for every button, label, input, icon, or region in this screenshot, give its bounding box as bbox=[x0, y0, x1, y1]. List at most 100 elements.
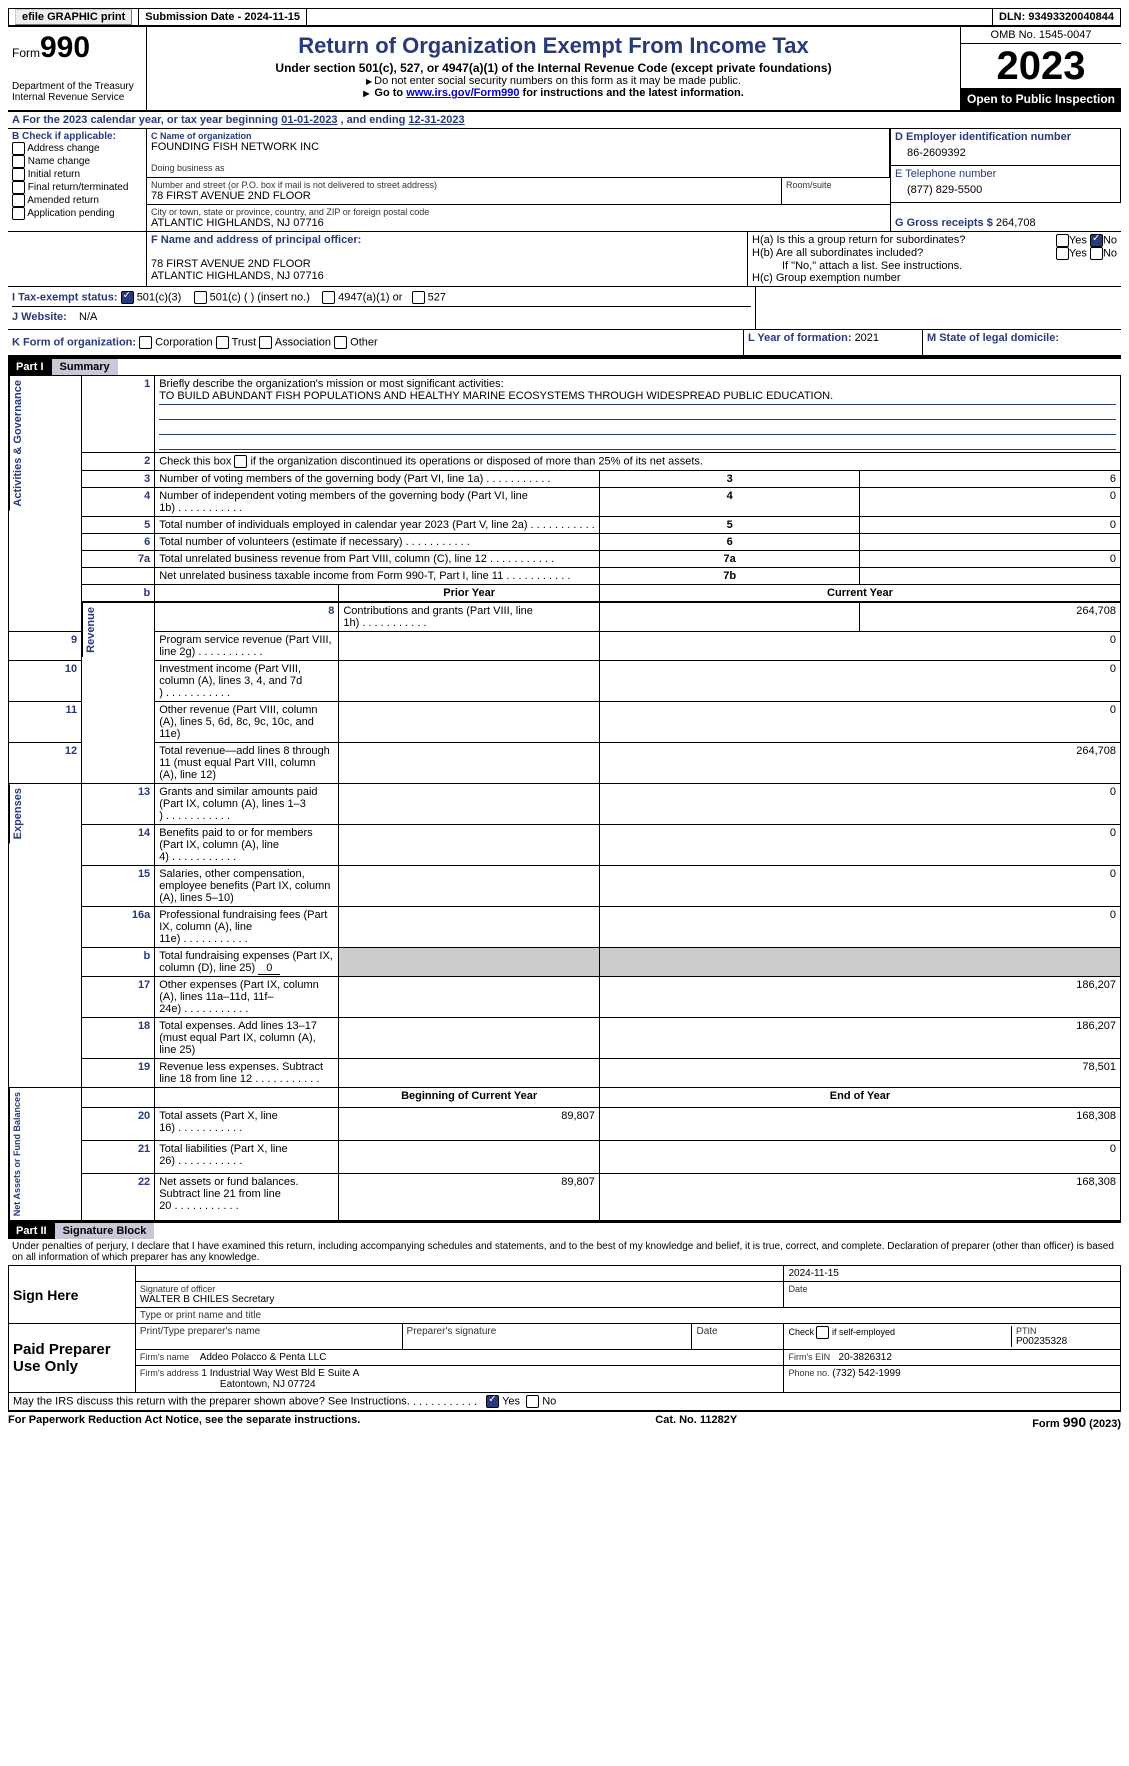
mission-text: TO BUILD ABUNDANT FISH POPULATIONS AND H… bbox=[159, 390, 1116, 405]
k-corp[interactable] bbox=[139, 336, 152, 349]
website: N/A bbox=[79, 311, 97, 323]
irs-link[interactable]: www.irs.gov/Form990 bbox=[406, 87, 519, 99]
efile-print: efile GRAPHIC print bbox=[9, 9, 139, 25]
checkbox-amended[interactable] bbox=[12, 194, 25, 207]
discuss-yes[interactable] bbox=[486, 1395, 499, 1408]
department: Department of the Treasury Internal Reve… bbox=[12, 81, 142, 103]
part-1: Part ISummary bbox=[8, 357, 1121, 375]
section-k: K Form of organization: Corporation Trus… bbox=[8, 330, 744, 355]
vlabel-net-assets: Net Assets or Fund Balances bbox=[9, 1088, 24, 1220]
org-name: FOUNDING FISH NETWORK INC bbox=[151, 141, 885, 153]
section-l: L Year of formation: 2021 bbox=[744, 330, 923, 355]
i-4947[interactable] bbox=[322, 291, 335, 304]
footer-right: Form 990 (2023) bbox=[1032, 1414, 1121, 1430]
city-address: ATLANTIC HIGHLANDS, NJ 07716 bbox=[151, 217, 886, 229]
hb-no[interactable] bbox=[1090, 247, 1103, 260]
hb-yes[interactable] bbox=[1056, 247, 1069, 260]
section-c-name: C Name of organization FOUNDING FISH NET… bbox=[147, 129, 890, 178]
declaration-text: Under penalties of perjury, I declare th… bbox=[8, 1239, 1121, 1265]
hdr-begin-year: Beginning of Current Year bbox=[339, 1088, 600, 1108]
firm-address-1: 1 Industrial Way West Bld E Suite A bbox=[201, 1368, 359, 1379]
vlabel-revenue: Revenue bbox=[82, 603, 99, 657]
section-e: E Telephone number (877) 829-5500 bbox=[891, 166, 1121, 203]
k-trust[interactable] bbox=[216, 336, 229, 349]
part2-title: Signature Block bbox=[55, 1223, 155, 1239]
checkbox-app-pending[interactable] bbox=[12, 207, 25, 220]
checkbox-final-return[interactable] bbox=[12, 181, 25, 194]
part1-title: Summary bbox=[52, 359, 118, 375]
part-2: Part IISignature Block bbox=[8, 1221, 1121, 1239]
top-bar: efile GRAPHIC print Submission Date - 20… bbox=[8, 8, 1121, 27]
section-c-city: City or town, state or province, country… bbox=[147, 205, 890, 231]
topbar-spacer bbox=[307, 9, 993, 25]
footer-left: For Paperwork Reduction Act Notice, see … bbox=[8, 1414, 360, 1430]
vlabel-expenses: Expenses bbox=[9, 784, 26, 843]
section-d: D Employer identification number 86-2609… bbox=[891, 129, 1121, 166]
section-f: F Name and address of principal officer:… bbox=[147, 232, 748, 286]
officer-name: WALTER B CHILES Secretary bbox=[140, 1294, 780, 1305]
section-b-title: B Check if applicable: bbox=[12, 131, 142, 142]
q1-label: Briefly describe the organization's miss… bbox=[159, 378, 503, 390]
hdr-current-year: Current Year bbox=[599, 585, 1120, 603]
street-address: 78 FIRST AVENUE 2ND FLOOR bbox=[151, 190, 777, 202]
summary-table: Activities & Governance 1 Briefly descri… bbox=[8, 375, 1121, 1221]
signature-block: Sign Here 2024-11-15 Signature of office… bbox=[8, 1265, 1121, 1393]
k-other[interactable] bbox=[334, 336, 347, 349]
k-assoc[interactable] bbox=[259, 336, 272, 349]
firm-ein: 20-3826312 bbox=[839, 1352, 892, 1363]
i-501c[interactable] bbox=[194, 291, 207, 304]
i-501c3[interactable] bbox=[121, 291, 134, 304]
form-number: Form990 bbox=[12, 31, 142, 65]
gross-receipts: 264,708 bbox=[996, 217, 1036, 229]
ha-yes[interactable] bbox=[1056, 234, 1069, 247]
header-left: Form990 Department of the Treasury Inter… bbox=[8, 27, 147, 110]
section-i: I Tax-exempt status: 501(c)(3) 501(c) ( … bbox=[12, 289, 751, 306]
sig-date: 2024-11-15 bbox=[784, 1266, 1121, 1282]
open-inspection: Open to Public Inspection bbox=[961, 88, 1121, 110]
section-g: G Gross receipts $ 264,708 bbox=[891, 203, 1121, 231]
subtitle-3: Go to www.irs.gov/Form990 for instructio… bbox=[151, 87, 956, 99]
section-j: J Website: N/A bbox=[12, 306, 751, 327]
checkbox-address-change[interactable] bbox=[12, 142, 25, 155]
firm-phone: (732) 542-1999 bbox=[832, 1368, 900, 1379]
page-footer: For Paperwork Reduction Act Notice, see … bbox=[8, 1411, 1121, 1430]
discuss-row: May the IRS discuss this return with the… bbox=[8, 1393, 1121, 1411]
header-center: Return of Organization Exempt From Incom… bbox=[147, 27, 960, 110]
section-b: B Check if applicable: Address change Na… bbox=[8, 129, 147, 231]
tax-year: 2023 bbox=[961, 44, 1121, 88]
hdr-end-year: End of Year bbox=[599, 1088, 1120, 1108]
ein: 86-2609392 bbox=[895, 143, 1116, 163]
sign-here-label: Sign Here bbox=[9, 1266, 136, 1324]
vlabel-governance: Activities & Governance bbox=[9, 376, 26, 511]
omb-number: OMB No. 1545-0047 bbox=[961, 27, 1121, 44]
form-title: Return of Organization Exempt From Incom… bbox=[151, 33, 956, 59]
q2-checkbox[interactable] bbox=[234, 455, 247, 468]
part2-header: Part II bbox=[8, 1223, 55, 1239]
header-right: OMB No. 1545-0047 2023 Open to Public In… bbox=[960, 27, 1121, 110]
checkbox-initial-return[interactable] bbox=[12, 168, 25, 181]
telephone: (877) 829-5500 bbox=[895, 180, 1116, 200]
checkbox-name-change[interactable] bbox=[12, 155, 25, 168]
row-16b: Total fundraising expenses (Part IX, col… bbox=[155, 948, 339, 977]
line-a-tax-year: A For the 2023 calendar year, or tax yea… bbox=[8, 112, 1121, 129]
firm-address-2: Eatontown, NJ 07724 bbox=[220, 1379, 316, 1390]
self-employed-checkbox[interactable] bbox=[816, 1326, 829, 1339]
submission-date: Submission Date - 2024-11-15 bbox=[139, 9, 307, 25]
hdr-prior-year: Prior Year bbox=[339, 585, 600, 603]
section-c-room: Room/suite bbox=[782, 178, 890, 204]
dln: DLN: 93493320040844 bbox=[993, 9, 1120, 25]
subtitle-2: Do not enter social security numbers on … bbox=[151, 75, 956, 87]
ha-no[interactable] bbox=[1090, 234, 1103, 247]
form-header: Form990 Department of the Treasury Inter… bbox=[8, 27, 1121, 112]
discuss-no[interactable] bbox=[526, 1395, 539, 1408]
efile-button[interactable]: efile GRAPHIC print bbox=[15, 9, 132, 25]
section-c-street: Number and street (or P.O. box if mail i… bbox=[147, 178, 782, 204]
q2: Check this box if the organization disco… bbox=[155, 453, 1121, 471]
section-m: M State of legal domicile: bbox=[923, 330, 1121, 355]
i-527[interactable] bbox=[412, 291, 425, 304]
part1-header: Part I bbox=[8, 359, 52, 375]
paid-preparer-label: Paid Preparer Use Only bbox=[9, 1324, 136, 1393]
ptin: P00235328 bbox=[1016, 1336, 1116, 1347]
subtitle-1: Under section 501(c), 527, or 4947(a)(1)… bbox=[151, 61, 956, 75]
firm-name: Addeo Polacco & Penta LLC bbox=[200, 1352, 327, 1363]
